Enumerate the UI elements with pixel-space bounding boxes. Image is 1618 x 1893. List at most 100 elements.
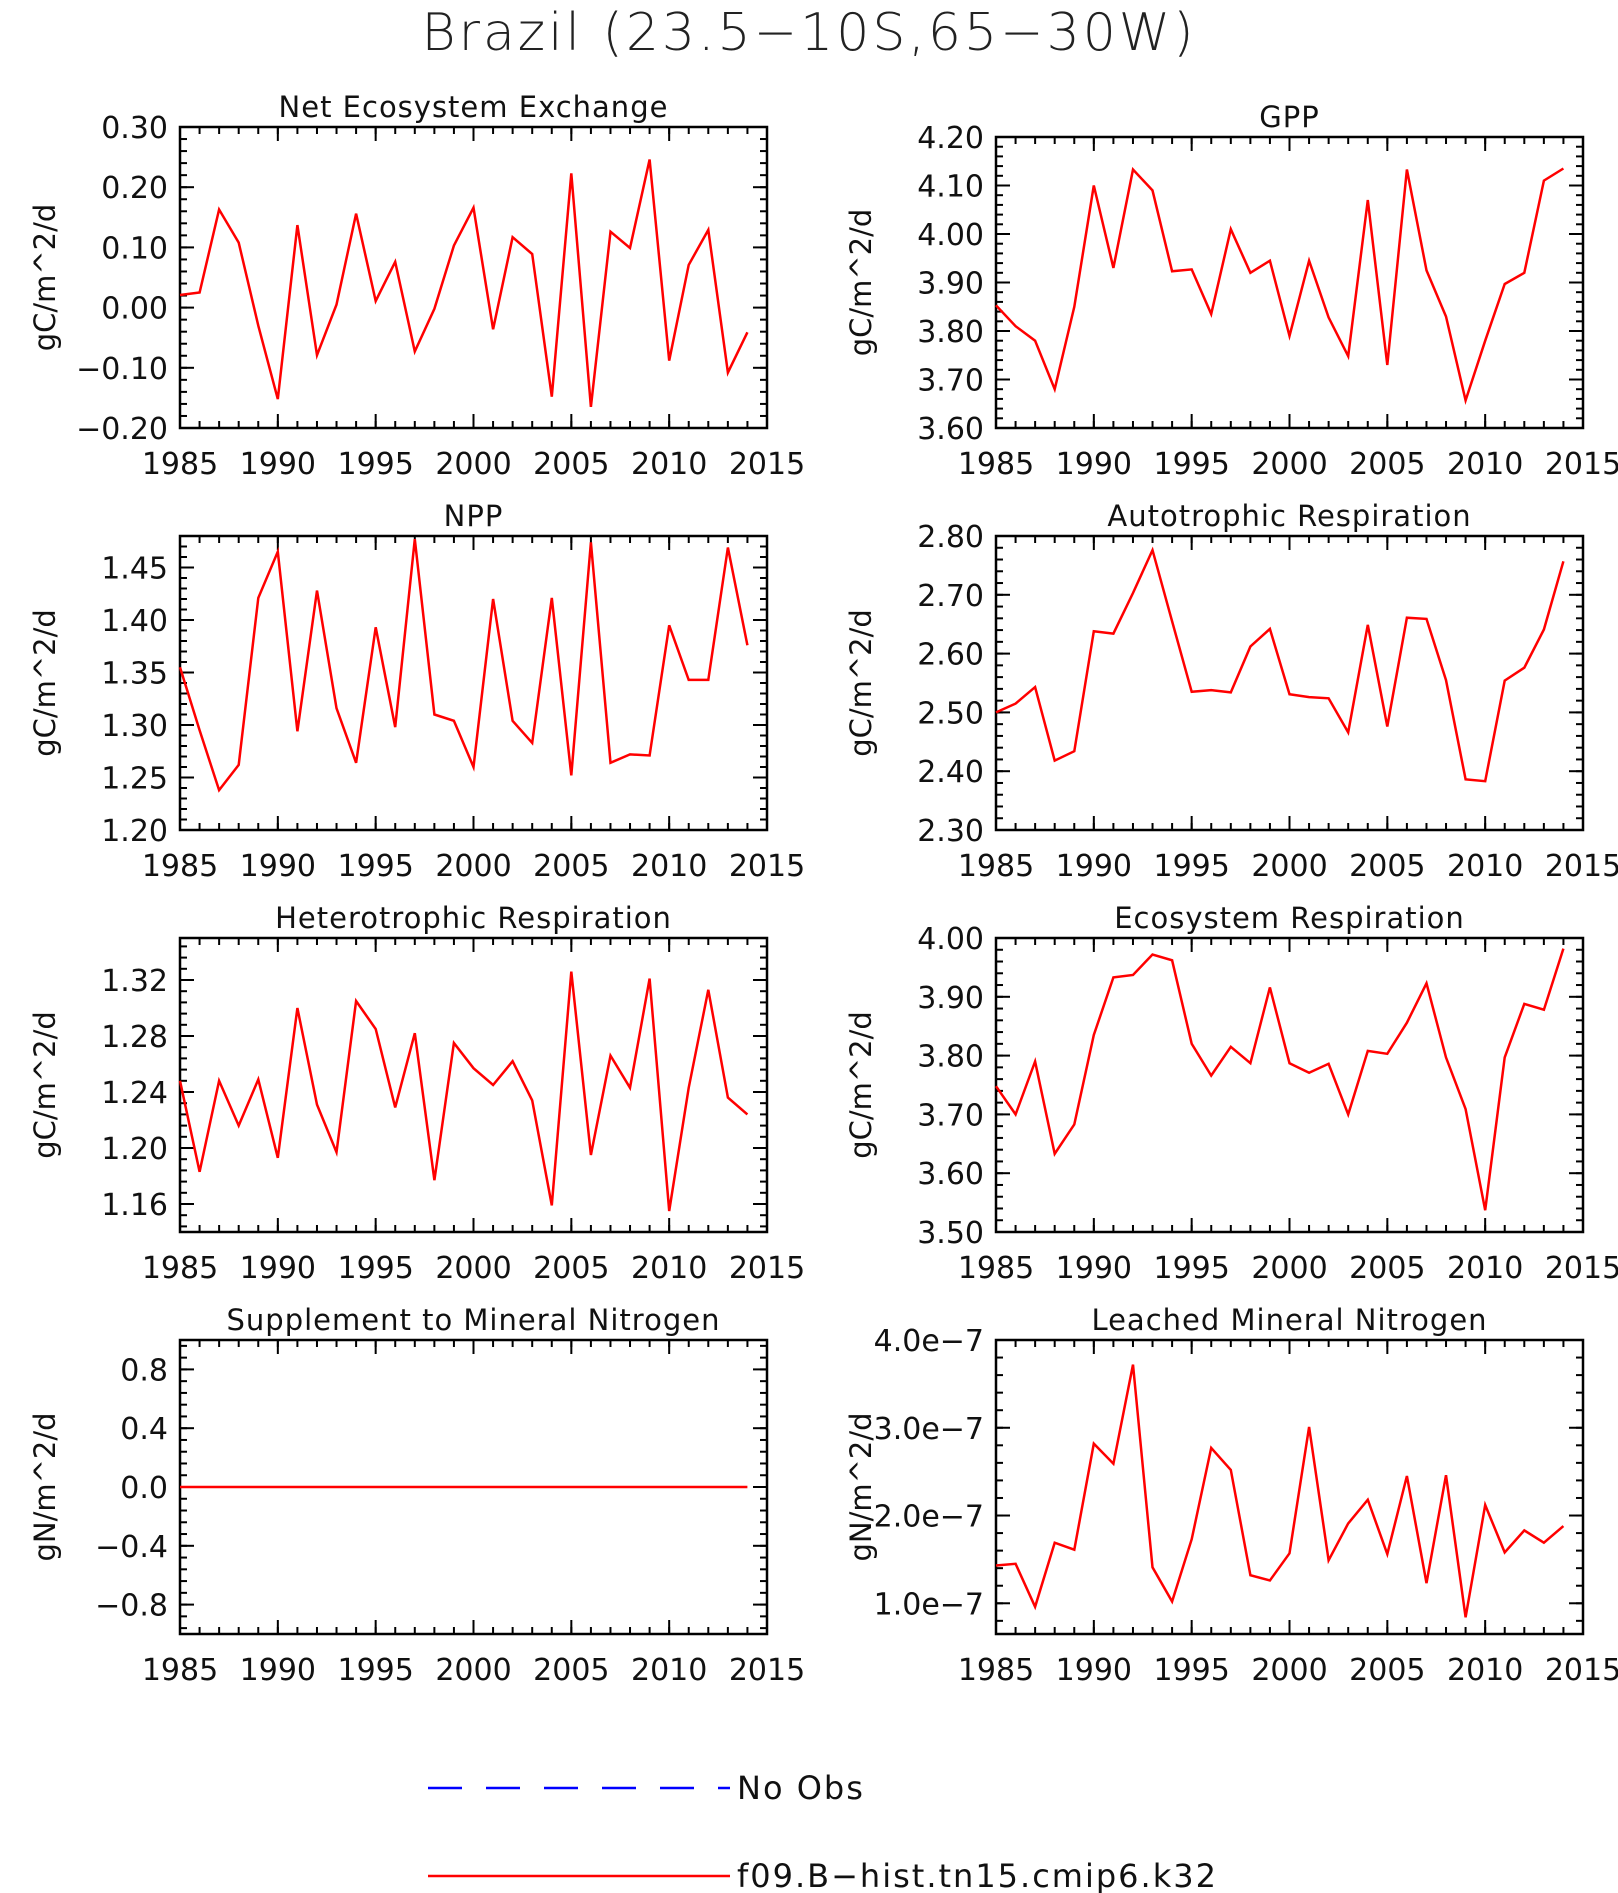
x-tick-label: 1990 [1056, 1653, 1132, 1688]
x-tick-label: 2015 [729, 1251, 805, 1286]
x-tick-label: 1995 [1153, 447, 1229, 482]
plot-frame [178, 125, 769, 430]
x-tick-label: 1990 [240, 1653, 316, 1688]
y-tick-label: 1.24 [101, 1076, 168, 1111]
x-tick-label: 2015 [1545, 447, 1618, 482]
chart-title: GPP [1259, 100, 1319, 134]
x-tick-label: 2010 [631, 1251, 707, 1286]
x-tick-label: 2000 [1251, 849, 1327, 884]
y-tick-label: 1.20 [101, 814, 168, 849]
x-tick-label: 2000 [1251, 1653, 1327, 1688]
y-tick-label: 0.10 [101, 231, 168, 266]
y-tick-label: 0.30 [101, 111, 168, 146]
y-tick-label: 1.35 [101, 657, 168, 692]
y-axis-label: gN/m^2/d [844, 1412, 878, 1561]
y-tick-label: 3.80 [917, 315, 984, 350]
chart-ecosystem-respiration: Ecosystem Respiration gC/m^2/d 1985 1990 199… [844, 901, 1618, 1286]
plot-frame [178, 534, 769, 832]
x-tick-label: 1990 [240, 1251, 316, 1286]
series-line [995, 546, 1565, 783]
x-tick-label: 1985 [142, 1251, 218, 1286]
legend: No Obs f09.B−hist.tn15.cmip6.k32 [428, 1769, 1216, 1893]
x-tick-label: 1995 [1153, 849, 1229, 884]
y-tick-label: 3.70 [917, 364, 984, 399]
x-tick-label: 2000 [435, 1251, 511, 1286]
y-tick-label: 3.60 [917, 1157, 984, 1192]
y-tick-label: 3.50 [917, 1216, 984, 1251]
y-tick-label: 3.90 [917, 267, 984, 302]
x-tick-label: 1990 [1056, 1251, 1132, 1286]
chart-supplement-to-mineral-nitrogen: Supplement to Mineral Nitrogen gN/m^2/d 19… [28, 1303, 805, 1688]
x-tick-label: 1985 [142, 447, 218, 482]
x-tick-label: 2015 [1545, 1653, 1618, 1688]
y-axis-label: gC/m^2/d [28, 1011, 62, 1159]
y-tick-label: 4.10 [917, 170, 984, 205]
y-tick-label: 1.25 [101, 762, 168, 797]
chart-gpp: GPP gC/m^2/d 1985 1990 1995 2000 2005 2010 2015 3… [844, 100, 1618, 482]
series-line [178, 538, 749, 793]
y-tick-label: 1.16 [101, 1188, 168, 1223]
x-tick-label: 1995 [337, 849, 413, 884]
x-tick-label: 2000 [435, 849, 511, 884]
page-title: Brazil (23.5−10S,65−30W) [421, 3, 1197, 63]
y-tick-label: 2.70 [917, 579, 984, 614]
series-line [995, 1364, 1565, 1618]
x-tick-label: 1985 [142, 1653, 218, 1688]
x-tick-label: 1990 [1056, 447, 1132, 482]
y-tick-label: 4.00 [917, 922, 984, 957]
x-tick-label: 2005 [533, 1251, 609, 1286]
x-tick-label: 2015 [1545, 1251, 1618, 1286]
y-tick-label: 2.50 [917, 696, 984, 731]
y-tick-label: 0.0 [120, 1471, 168, 1506]
y-tick-label: 2.80 [917, 520, 984, 555]
x-tick-label: 2010 [631, 1653, 707, 1688]
chart-title: Leached Mineral Nitrogen [1091, 1303, 1487, 1337]
x-tick-label: 2005 [1349, 1653, 1425, 1688]
y-axis-label: gC/m^2/d [844, 1011, 878, 1159]
chart-title: Supplement to Mineral Nitrogen [227, 1303, 721, 1337]
x-tick-label: 2000 [435, 447, 511, 482]
series-line [179, 159, 749, 408]
y-tick-label: −0.10 [76, 352, 168, 387]
y-tick-label: −0.20 [76, 412, 168, 447]
y-tick-label: 0.4 [120, 1412, 168, 1447]
y-tick-label: 3.70 [917, 1098, 984, 1133]
y-tick-label: 0.8 [120, 1353, 168, 1388]
x-tick-label: 1990 [240, 447, 316, 482]
y-axis-label: gC/m^2/d [28, 204, 62, 352]
chart-leached-mineral-nitrogen: Leached Mineral Nitrogen gN/m^2/d 1985 1990… [844, 1303, 1618, 1688]
y-tick-label: −0.8 [95, 1589, 168, 1624]
plot-frame [994, 135, 1585, 430]
x-tick-label: 1985 [958, 849, 1034, 884]
x-tick-label: 2010 [1447, 447, 1523, 482]
y-tick-label: −0.4 [95, 1530, 168, 1565]
y-tick-label: 2.60 [917, 638, 984, 673]
y-axis-label: gC/m^2/d [844, 609, 878, 757]
y-tick-label: 3.80 [917, 1040, 984, 1075]
y-tick-label: 4.00 [917, 218, 984, 253]
y-tick-label: 1.28 [101, 1020, 168, 1055]
y-axis-label: gC/m^2/d [844, 209, 878, 357]
plot-frame [994, 1338, 1585, 1636]
y-tick-label: 0.00 [101, 292, 168, 327]
x-tick-label: 1995 [337, 1251, 413, 1286]
y-tick-label: 4.20 [917, 121, 984, 156]
y-tick-label: 2.0e−7 [874, 1500, 984, 1535]
x-tick-label: 2000 [1251, 447, 1327, 482]
chart-title: Autotrophic Respiration [1107, 499, 1471, 533]
chart-autotrophic-respiration: Autotrophic Respiration gC/m^2/d 1985 1990 1… [844, 499, 1618, 884]
x-tick-label: 2010 [1447, 849, 1523, 884]
series-line [994, 948, 1565, 1211]
x-tick-label: 2010 [1447, 1653, 1523, 1688]
y-tick-label: 1.32 [101, 964, 168, 999]
x-tick-label: 2005 [533, 1653, 609, 1688]
chart-title: NPP [444, 499, 504, 533]
x-tick-label: 2015 [729, 447, 805, 482]
chart-title: Heterotrophic Respiration [275, 901, 672, 935]
x-tick-label: 2015 [729, 1653, 805, 1688]
x-tick-label: 2015 [729, 849, 805, 884]
plot-frame [994, 534, 1585, 832]
x-tick-label: 1995 [1153, 1653, 1229, 1688]
y-tick-label: 4.0e−7 [874, 1324, 984, 1359]
chart-heterotrophic-respiration: Heterotrophic Respiration gC/m^2/d 1985 199… [28, 901, 805, 1286]
